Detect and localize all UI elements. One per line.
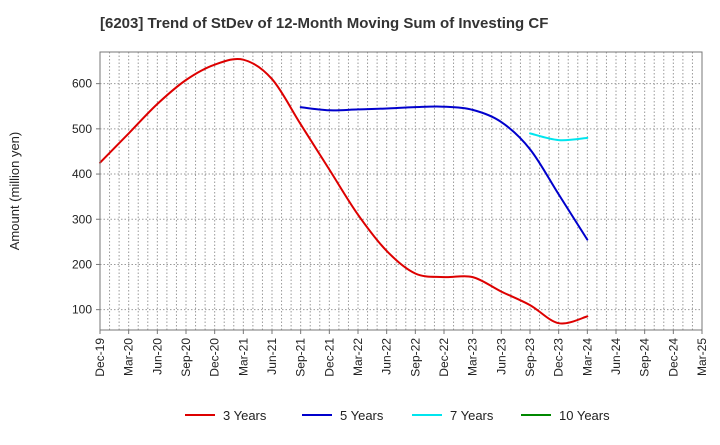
x-tick-label: Dec-24	[666, 338, 680, 377]
x-tick-label: Sep-20	[179, 338, 193, 377]
x-tick-label: Dec-22	[437, 338, 451, 377]
grid	[100, 52, 702, 330]
x-tick-label: Jun-24	[609, 338, 623, 375]
x-tick-label: Dec-23	[552, 338, 566, 377]
y-tick-label: 300	[72, 212, 92, 226]
series-lines	[99, 57, 589, 325]
x-tick-label: Mar-20	[122, 338, 136, 376]
y-tick-label: 200	[72, 257, 92, 271]
x-tick-label: Sep-21	[294, 338, 308, 377]
x-tick-label: Mar-23	[466, 338, 480, 376]
series-line-7-years	[529, 132, 589, 142]
legend-label-10-years: 10 Years	[559, 408, 610, 423]
y-axis: 100 200 300 400 500 600	[72, 77, 100, 317]
x-tick-label: Jun-21	[265, 338, 279, 375]
x-tick-label: Sep-23	[523, 338, 537, 377]
x-tick-label: Dec-20	[208, 338, 222, 377]
x-axis: Dec-19 Mar-20 Jun-20 Sep-20 Dec-20 Mar-21 Jun-…	[93, 330, 709, 377]
y-tick-label: 500	[72, 122, 92, 136]
y-axis-label: Amount (million yen)	[7, 132, 22, 251]
x-tick-label: Mar-25	[695, 338, 709, 376]
series-line-3-years	[99, 57, 589, 325]
x-tick-label: Mar-21	[236, 338, 250, 376]
x-tick-label: Jun-22	[380, 338, 394, 375]
plot-frame	[99, 51, 703, 331]
x-tick-label: Jun-20	[150, 338, 164, 375]
x-tick-label: Mar-22	[351, 338, 365, 376]
y-tick-label: 100	[72, 303, 92, 317]
x-tick-label: Dec-21	[322, 338, 336, 377]
x-tick-label: Jun-23	[494, 338, 508, 375]
x-tick-label: Sep-22	[408, 338, 422, 377]
x-tick-label: Dec-19	[93, 338, 107, 377]
series-line-5-years	[299, 105, 589, 241]
legend-label-5-years: 5 Years	[340, 408, 384, 423]
x-tick-label: Mar-24	[580, 338, 594, 376]
legend-label-7-years: 7 Years	[450, 408, 494, 423]
legend-label-3-years: 3 Years	[223, 408, 267, 423]
chart-title: [6203] Trend of StDev of 12-Month Moving…	[100, 15, 548, 32]
y-tick-label: 400	[72, 167, 92, 181]
legend: 3 Years 5 Years 7 Years 10 Years	[185, 408, 610, 423]
y-tick-label: 600	[72, 77, 92, 91]
x-tick-label: Sep-24	[638, 338, 652, 377]
